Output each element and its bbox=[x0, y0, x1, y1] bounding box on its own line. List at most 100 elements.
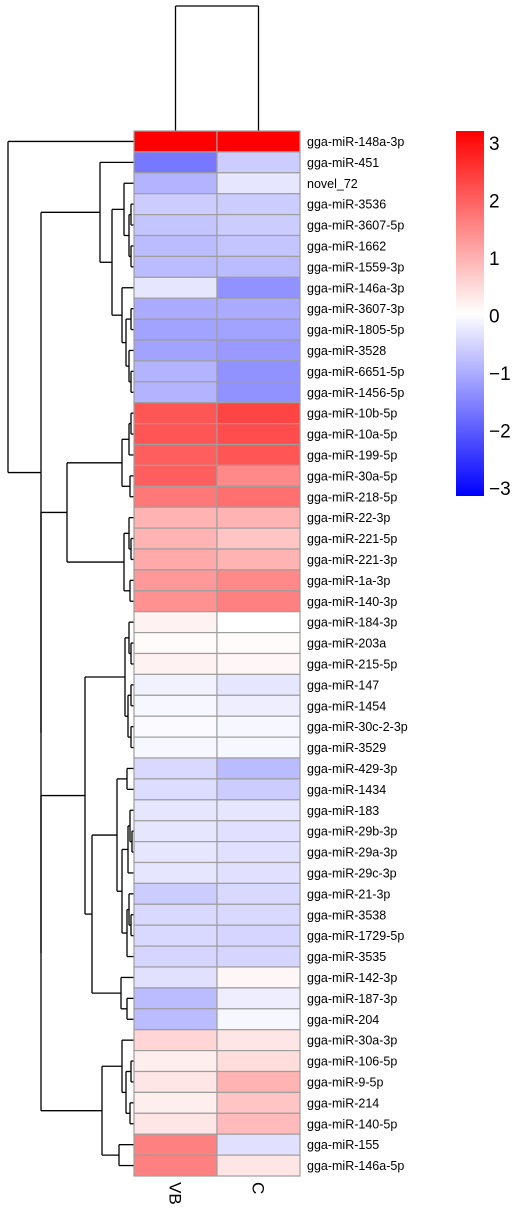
row-label: gga-miR-1662 bbox=[307, 239, 386, 253]
row-label: gga-miR-146a-5p bbox=[307, 1159, 404, 1173]
row-label: gga-miR-22-3p bbox=[307, 511, 390, 525]
heatmap-cell bbox=[133, 820, 218, 843]
heatmap-cell bbox=[216, 360, 301, 383]
heatmap-cell bbox=[133, 151, 218, 174]
heatmap-cell bbox=[133, 193, 218, 216]
heatmap-cell bbox=[133, 276, 218, 299]
heatmap-cell bbox=[133, 423, 218, 446]
heatmap-cell bbox=[133, 381, 218, 404]
row-label: gga-miR-3536 bbox=[307, 198, 386, 212]
row-label: gga-miR-140-5p bbox=[307, 1117, 397, 1131]
row-label: gga-miR-29a-3p bbox=[307, 846, 397, 860]
heatmap-cell bbox=[216, 673, 301, 696]
heatmap-cell bbox=[133, 297, 218, 320]
heatmap-cell bbox=[133, 485, 218, 508]
heatmap-cell bbox=[133, 778, 218, 801]
heatmap-cell bbox=[133, 611, 218, 634]
heatmap-cell bbox=[216, 882, 301, 905]
column-label: C bbox=[249, 1182, 268, 1194]
heatmap-cell bbox=[216, 339, 301, 362]
heatmap-cell bbox=[216, 757, 301, 780]
heatmap-cell bbox=[133, 464, 218, 487]
heatmap-cell bbox=[133, 924, 218, 947]
heatmap-cell bbox=[216, 1154, 301, 1177]
heatmap-cell bbox=[216, 297, 301, 320]
heatmap-cell bbox=[133, 130, 218, 153]
heatmap-cell bbox=[133, 1154, 218, 1177]
heatmap-cell bbox=[133, 882, 218, 905]
heatmap-cell bbox=[133, 673, 218, 696]
row-label: gga-miR-1454 bbox=[307, 699, 386, 713]
heatmap-cell bbox=[133, 694, 218, 717]
row-label: gga-miR-199-5p bbox=[307, 448, 397, 462]
row-label: gga-miR-1729-5p bbox=[307, 929, 404, 943]
row-label: gga-miR-429-3p bbox=[307, 762, 397, 776]
heatmap-cell bbox=[216, 172, 301, 195]
heatmap-cell bbox=[133, 1008, 218, 1031]
heatmap-cell bbox=[133, 172, 218, 195]
legend-color-bar bbox=[456, 131, 484, 496]
heatmap-cell bbox=[133, 339, 218, 362]
heatmap-cell bbox=[133, 966, 218, 989]
heatmap-cell bbox=[133, 1133, 218, 1156]
heatmap-cell bbox=[133, 506, 218, 529]
row-label: gga-miR-3607-5p bbox=[307, 219, 404, 233]
heatmap-cell bbox=[216, 402, 301, 425]
row-label: gga-miR-30c-2-3p bbox=[307, 720, 408, 734]
row-label: gga-miR-29b-3p bbox=[307, 825, 397, 839]
heatmap-cell bbox=[216, 569, 301, 592]
row-label: gga-miR-146a-3p bbox=[307, 281, 404, 295]
row-label: gga-miR-142-3p bbox=[307, 971, 397, 985]
heatmap-cell bbox=[133, 214, 218, 237]
row-label: gga-miR-10a-5p bbox=[307, 428, 397, 442]
heatmap-cell bbox=[216, 548, 301, 571]
heatmap-cell bbox=[133, 799, 218, 822]
heatmap-cell bbox=[133, 255, 218, 278]
legend-tick-label: −3 bbox=[489, 479, 511, 500]
heatmap-cell bbox=[216, 485, 301, 508]
heatmap-cell bbox=[216, 423, 301, 446]
heatmap-cell bbox=[133, 590, 218, 613]
legend-ticks: 3 2 1 0 −1 −2 −3 bbox=[489, 134, 511, 500]
heatmap-cell bbox=[216, 527, 301, 550]
row-label: gga-miR-184-3p bbox=[307, 616, 397, 630]
heatmap-cell bbox=[133, 652, 218, 675]
legend-tick-label: −2 bbox=[489, 422, 511, 443]
heatmap-cell bbox=[216, 1070, 301, 1093]
heatmap-cell bbox=[133, 903, 218, 926]
row-label: novel_72 bbox=[307, 177, 358, 191]
heatmap-cell bbox=[216, 945, 301, 968]
row-label: gga-miR-215-5p bbox=[307, 657, 397, 671]
row-label: gga-miR-187-3p bbox=[307, 992, 397, 1006]
row-label: gga-miR-203a bbox=[307, 637, 386, 651]
heatmap-cell bbox=[133, 840, 218, 864]
heatmap-cell bbox=[216, 820, 301, 843]
heatmap-cell bbox=[216, 861, 301, 884]
row-label: gga-miR-10b-5p bbox=[307, 407, 397, 421]
heatmap-cell bbox=[133, 569, 218, 592]
row-label: gga-miR-21-3p bbox=[307, 887, 390, 901]
heatmap-cell bbox=[133, 360, 218, 383]
heatmap-cell bbox=[216, 1049, 301, 1073]
heatmap-cell bbox=[133, 736, 218, 759]
heatmap-cell bbox=[216, 464, 301, 487]
heatmap-cell bbox=[216, 318, 301, 341]
row-label: gga-miR-451 bbox=[307, 156, 379, 170]
heatmap-cell bbox=[216, 234, 301, 257]
heatmap-cell bbox=[216, 276, 301, 299]
heatmap-cell bbox=[216, 1008, 301, 1031]
heatmap-cell bbox=[133, 402, 218, 425]
column-labels: VB C bbox=[166, 1182, 268, 1205]
row-label: gga-miR-1805-5p bbox=[307, 323, 404, 337]
heatmap-cell bbox=[216, 1133, 301, 1156]
row-label: gga-miR-1456-5p bbox=[307, 386, 404, 400]
legend-tick-label: 0 bbox=[489, 307, 500, 328]
heatmap-cell bbox=[133, 757, 218, 780]
legend-tick-label: 3 bbox=[489, 134, 500, 155]
row-label: gga-miR-9-5p bbox=[307, 1075, 383, 1089]
heatmap-cells bbox=[133, 130, 301, 1177]
row-label: gga-miR-3607-3p bbox=[307, 302, 404, 316]
row-labels: gga-miR-148a-3p gga-miR-451 novel_72 gga-mi… bbox=[307, 135, 408, 1173]
row-label: gga-miR-106-5p bbox=[307, 1055, 397, 1069]
